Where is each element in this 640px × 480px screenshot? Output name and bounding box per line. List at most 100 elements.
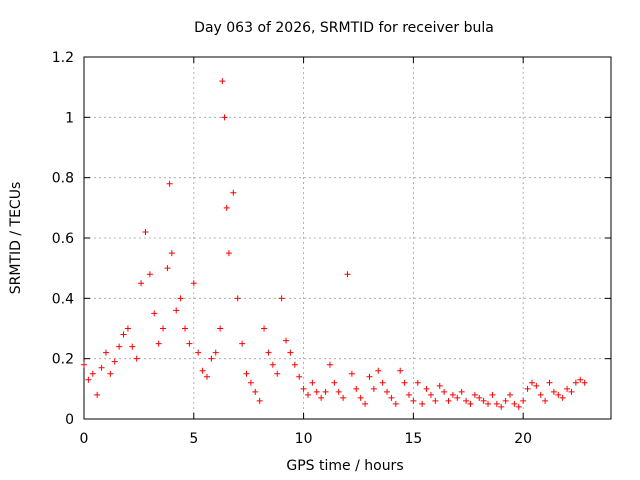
data-point [340,394,347,401]
data-point [357,394,364,401]
x-axis-label: GPS time / hours [286,458,403,474]
data-point [577,376,584,383]
data-point [550,388,557,395]
data-point [89,370,96,377]
data-point [564,385,571,392]
chart-title: Day 063 of 2026, SRMTID for receiver bul… [194,20,494,36]
data-point [219,78,226,85]
data-point [304,391,311,398]
data-point [348,370,355,377]
data-point [362,400,369,407]
data-point [313,388,320,395]
data-point [485,400,492,407]
data-point [520,397,527,404]
data-point [427,391,434,398]
data-point [160,325,167,332]
data-point [353,385,360,392]
data-point [489,391,496,398]
data-point [344,271,351,278]
data-point [498,403,505,410]
data-point [318,394,325,401]
data-point [471,391,478,398]
data-point [331,379,338,386]
data-point [247,379,254,386]
data-point [168,250,175,257]
data-point [493,400,500,407]
data-point [138,280,145,287]
data-point [151,310,158,317]
data-point [502,397,509,404]
data-point [524,385,531,392]
data-point [116,343,123,350]
data-point [283,337,290,344]
data-point [203,373,210,380]
data-point [458,388,465,395]
data-point [85,376,92,383]
data-point [155,340,162,347]
data-point [366,373,373,380]
data-point [326,361,333,368]
data-point [388,394,395,401]
data-point [278,295,285,302]
data-point [146,271,153,278]
data-point [133,355,140,362]
data-point [546,379,553,386]
grid [84,57,611,419]
data-point [195,349,202,356]
x-tick-label: 20 [514,431,532,447]
data-point [212,349,219,356]
data-point [94,391,101,398]
y-tick-label: 0.4 [52,291,74,307]
y-tick-label: 1 [65,110,74,126]
data-point [124,325,131,332]
data-point [449,391,456,398]
data-point [230,189,237,196]
data-point [186,340,193,347]
data-point [98,364,105,371]
data-point [423,385,430,392]
data-point [335,388,342,395]
data-point [217,325,224,332]
data-point [239,340,246,347]
data-point [379,379,386,386]
data-point [445,397,452,404]
x-tick-label: 15 [404,431,422,447]
data-point [269,361,276,368]
data-point [322,388,329,395]
data-point [454,394,461,401]
data-point [208,355,215,362]
data-point [405,391,412,398]
data-point [467,400,474,407]
x-tick-label: 0 [80,431,89,447]
data-point [384,388,391,395]
data-point [432,397,439,404]
data-point [296,373,303,380]
data-point [142,228,149,235]
data-points [81,78,588,410]
data-point [441,388,448,395]
data-point [190,280,197,287]
x-tick-label: 10 [295,431,313,447]
data-point [274,370,281,377]
axis-ticks: 0 0.2 0.4 0.6 0.8 1 1.2 0 5 10 15 20 [52,50,611,447]
plot-frame [83,56,612,420]
data-point [397,367,404,374]
data-point [537,391,544,398]
data-point [261,325,268,332]
data-point [572,379,579,386]
data-point [102,349,109,356]
data-point [568,388,575,395]
y-tick-label: 0.6 [52,231,74,247]
data-point [511,400,518,407]
data-point [225,250,232,257]
y-tick-label: 0 [65,412,74,428]
data-point [515,403,522,410]
y-tick-label: 0.8 [52,171,74,187]
y-tick-label: 0.2 [52,352,74,368]
data-point [370,385,377,392]
data-point [375,367,382,374]
data-point [173,307,180,314]
data-point [480,397,487,404]
data-point [542,397,549,404]
